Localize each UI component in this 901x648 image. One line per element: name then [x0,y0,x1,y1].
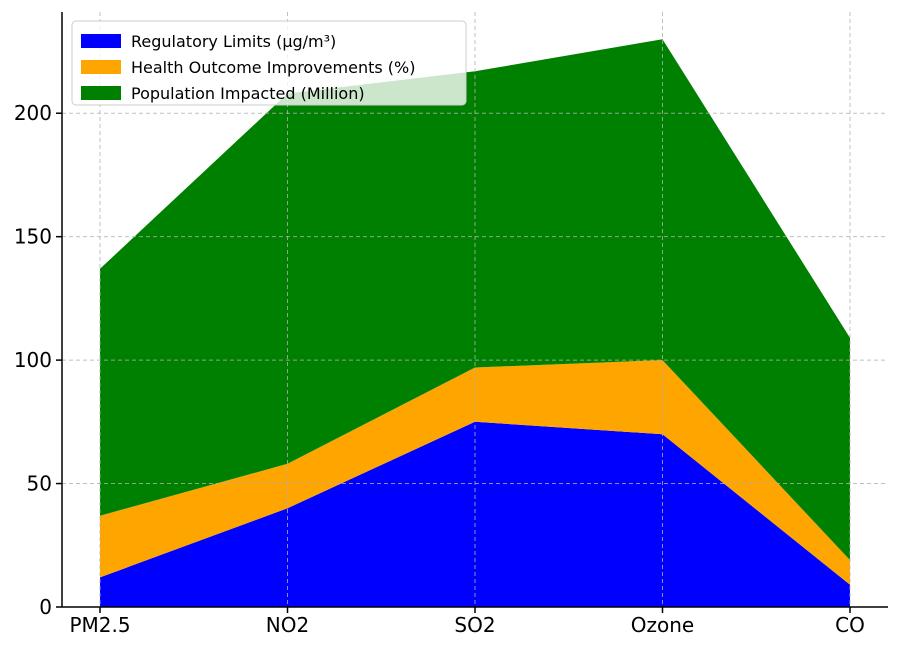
legend-label-population-impacted-million: Population Impacted (Million) [131,84,365,103]
x-tick-label: PM2.5 [69,613,130,637]
x-tick-label: NO2 [266,613,309,637]
legend-label-regulatory-limits-g-m: Regulatory Limits (µg/m³) [131,32,336,51]
x-tick-label: Ozone [631,613,694,637]
area-health-outcome-improvements [100,360,850,585]
y-tick-label: 50 [27,472,52,496]
x-tick-label: SO2 [454,613,495,637]
legend-label-health-outcome-improvements: Health Outcome Improvements (%) [131,58,415,77]
y-tick-label: 100 [14,348,52,372]
legend-box [71,20,467,106]
y-tick-label: 150 [14,225,52,249]
x-tick-label: CO [835,613,865,637]
axes: 0 50 100 150 200 PM2.5 NO2 SO2 Ozone CO [14,12,888,637]
legend-swatch-health-outcome-improvements [81,60,121,74]
legend: Regulatory Limits (µg/m³) Health Outcome … [71,20,467,106]
grid [62,12,888,607]
y-tick-label: 0 [39,595,52,619]
legend-swatch-population-impacted-million [81,86,121,100]
y-tick-label: 200 [14,101,52,125]
legend-swatch-regulatory-limits-g-m [81,34,121,48]
